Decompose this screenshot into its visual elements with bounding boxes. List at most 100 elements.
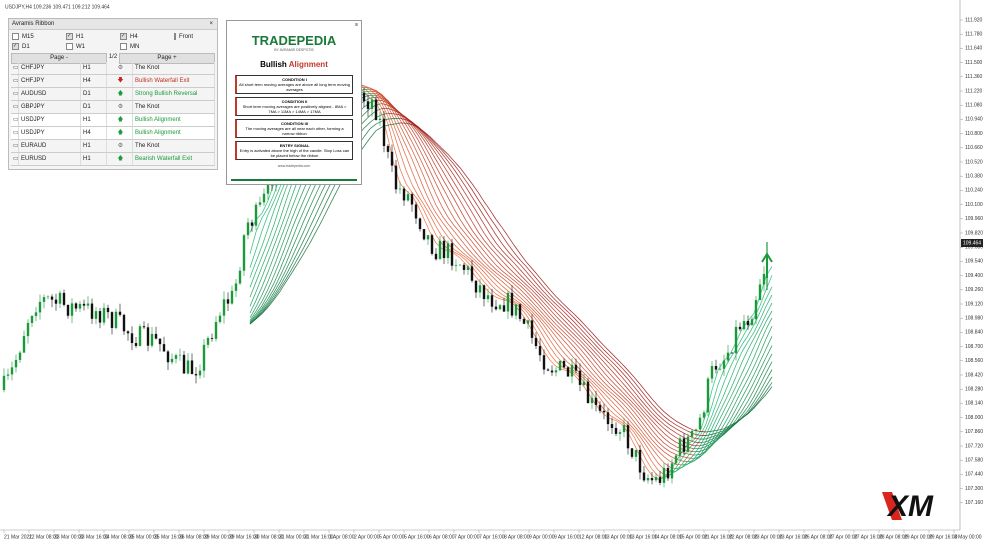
ma-segment: [261, 307, 269, 314]
ma-segment: [609, 410, 617, 416]
ma-segment: [261, 303, 269, 312]
ma-segment: [489, 233, 497, 244]
checkbox[interactable]: ✓ H4: [120, 32, 174, 41]
checkbox[interactable]: MN: [120, 42, 174, 51]
ma-segment: [615, 396, 623, 403]
candle-body: [22, 336, 26, 353]
ma-segment: [543, 298, 551, 306]
ma-segment: [627, 422, 635, 430]
ma-segment: [717, 369, 725, 385]
ma-segment: [765, 317, 773, 330]
signal-row[interactable]: ▭ CHFJPY H4 🡇 Bullish Waterfall Exit: [11, 75, 215, 88]
ma-segment: [747, 396, 755, 407]
checkbox[interactable]: Front: [174, 32, 214, 41]
ma-segment: [297, 210, 305, 225]
condition-title: CONDITION I: [282, 77, 307, 82]
price-label: 108.140: [965, 401, 983, 407]
signal-row[interactable]: ▭ EURUSD H1 🡅 Bearish Waterfall Exit: [11, 153, 215, 166]
ma-segment: [567, 311, 575, 319]
candle-body: [190, 360, 194, 375]
ma-segment: [747, 313, 755, 322]
card-menu[interactable]: ≡: [355, 22, 358, 28]
ma-segment: [687, 460, 695, 465]
candle-body: [566, 367, 570, 377]
checkbox[interactable]: W1: [66, 42, 120, 51]
ma-segment: [393, 146, 401, 169]
candle-body: [254, 204, 258, 226]
ma-segment: [537, 307, 545, 316]
ma-segment: [429, 137, 437, 145]
ma-segment: [687, 460, 695, 462]
ma-segment: [663, 428, 671, 434]
candle-body: [714, 366, 718, 370]
ma-segment: [639, 436, 647, 446]
ma-segment: [633, 407, 641, 416]
ma-segment: [531, 272, 539, 281]
ma-segment: [729, 364, 737, 381]
row-icon: ▭: [11, 101, 19, 113]
ma-segment: [735, 410, 743, 421]
checkbox[interactable]: ✓ D1: [12, 42, 66, 51]
page-plus[interactable]: Page +: [119, 53, 215, 64]
ma-segment: [453, 160, 461, 168]
price-label: 107.160: [965, 500, 983, 506]
ma-segment: [465, 234, 473, 242]
ma-segment: [519, 292, 527, 300]
ma-segment: [765, 345, 773, 358]
ma-segment: [423, 218, 431, 233]
ma-segment: [501, 273, 509, 280]
ma-segment: [441, 163, 449, 173]
ma-segment: [555, 315, 563, 323]
ma-segment: [693, 445, 701, 455]
ma-segment: [537, 321, 545, 332]
ma-segment: [393, 110, 401, 114]
ma-segment: [609, 399, 617, 407]
ma-segment: [591, 352, 599, 361]
ma-segment: [519, 269, 527, 277]
ma-segment: [255, 294, 263, 308]
row-icon: ▭: [11, 127, 19, 139]
signal-row[interactable]: ▭ USDJPY H1 🡅 Bullish Alignment: [11, 114, 215, 127]
ma-segment: [657, 431, 665, 439]
checkbox-label: MN: [130, 43, 140, 50]
ma-segment: [297, 220, 305, 236]
candle-body: [518, 304, 522, 319]
ma-segment: [597, 355, 605, 363]
ma-segment: [297, 230, 305, 245]
price-label: 111.080: [965, 103, 983, 109]
ma-segment: [549, 294, 557, 301]
ma-segment: [369, 130, 377, 139]
signal-row[interactable]: ▭ USDJPY H4 🡅 Bullish Alignment: [11, 127, 215, 140]
ma-segment: [267, 256, 275, 273]
ma-segment: [729, 401, 737, 414]
ma-segment: [537, 311, 545, 319]
signal-row[interactable]: ▭ EURAUD H1 ⚙ The Knot: [11, 140, 215, 153]
ma-segment: [621, 386, 629, 395]
ma-segment: [471, 257, 479, 264]
ma-segment: [291, 213, 299, 229]
ma-segment: [273, 260, 281, 276]
ma-segment: [261, 298, 269, 309]
ma-segment: [705, 438, 713, 443]
ma-segment: [735, 404, 743, 416]
ma-segment: [429, 162, 437, 175]
ma-segment: [255, 230, 263, 250]
checkbox[interactable]: ✓ H1: [66, 32, 120, 41]
ma-segment: [549, 313, 557, 321]
ma-segment: [573, 337, 581, 345]
page-minus[interactable]: Page -: [11, 53, 107, 64]
signal-row[interactable]: ▭ GBPJPY D1 ⚙ The Knot: [11, 101, 215, 114]
signal-row[interactable]: ▭ AUDUSD D1 🡅 Strong Bullish Reversal: [11, 88, 215, 101]
checkbox[interactable]: M15: [12, 32, 66, 41]
ma-segment: [561, 349, 569, 358]
ma-segment: [399, 168, 407, 184]
ma-segment: [369, 88, 377, 91]
close-button[interactable]: ×: [209, 21, 213, 27]
candle-body: [546, 369, 550, 371]
timeframe: H4: [81, 75, 107, 87]
ma-segment: [273, 269, 281, 284]
signal-row[interactable]: ▭ CHFJPY H1 ⚙ The Knot: [11, 62, 215, 75]
ma-segment: [285, 228, 293, 245]
ma-segment: [651, 403, 659, 411]
ma-segment: [387, 102, 395, 108]
